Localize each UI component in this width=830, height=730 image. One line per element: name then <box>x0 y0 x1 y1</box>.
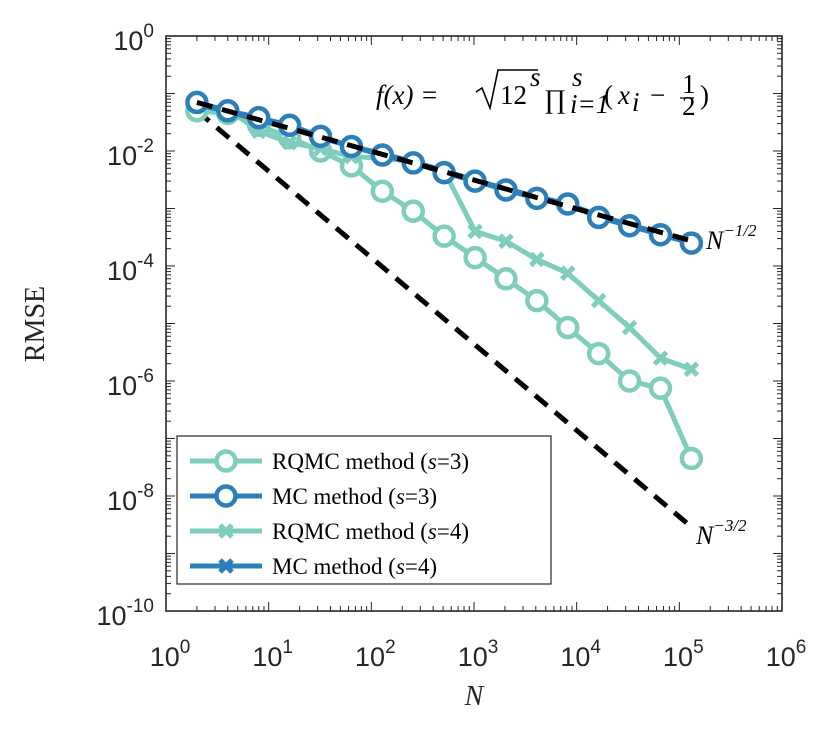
data-point <box>652 350 669 366</box>
formula-annotation: f(x) = 12 s ∏ s i=1 ( x i − 1 2 ) <box>376 62 709 121</box>
svg-text:i: i <box>632 87 640 117</box>
legend-entry: MC method (s=4) <box>190 554 437 579</box>
svg-text:x: x <box>617 80 630 110</box>
ref-label-three-halves: N−3/2 <box>695 516 747 550</box>
x-tick-label: 105 <box>663 637 704 672</box>
ref-label-half: N−1/2 <box>705 221 757 255</box>
data-point <box>432 224 456 248</box>
series-layer <box>185 90 704 471</box>
svg-text:s: s <box>572 62 583 92</box>
svg-text:f(x) =: f(x) = <box>376 80 438 110</box>
svg-text:1: 1 <box>682 69 696 99</box>
tick-labels: 100 101 102 103 104 105 106 100 10-2 10-4 10-6 10-8… <box>96 21 806 672</box>
x-tick-label: 104 <box>560 637 601 672</box>
legend-entry: RQMC method (s=3) <box>190 449 469 474</box>
svg-text:2: 2 <box>682 91 696 121</box>
sqrt-sign <box>475 69 538 111</box>
svg-text:N−3/2: N−3/2 <box>695 516 747 550</box>
svg-text:i=1: i=1 <box>570 89 609 119</box>
legend-label: MC method (s=3) <box>272 484 437 509</box>
data-point <box>370 179 395 203</box>
reference-line-three-halves <box>195 108 694 529</box>
svg-text:−: − <box>650 80 665 110</box>
x-tick-label: 106 <box>766 637 807 672</box>
y-tick-label: 10-2 <box>107 136 154 171</box>
x-tick-label: 100 <box>150 637 191 672</box>
data-point <box>281 134 298 151</box>
data-point <box>683 361 700 378</box>
reference-line-half-overlay <box>196 99 693 244</box>
data-point <box>463 245 487 270</box>
x-tick-label: 102 <box>355 637 396 672</box>
y-tick-label: 10-10 <box>96 596 154 631</box>
data-point <box>498 233 514 249</box>
data-point <box>590 292 607 309</box>
svg-text:(: ( <box>604 80 613 110</box>
data-point <box>494 267 518 291</box>
legend-label: RQMC method (s=3) <box>272 449 469 474</box>
legend-entry: RQMC method (s=4) <box>190 519 469 544</box>
svg-text:∏: ∏ <box>544 84 566 114</box>
data-point <box>679 446 704 471</box>
y-axis-label: RMSE <box>20 286 51 362</box>
y-tick-label: 10-8 <box>107 481 154 516</box>
y-tick-label: 100 <box>113 21 154 56</box>
svg-text:12: 12 <box>500 80 527 110</box>
svg-text:N−1/2: N−1/2 <box>705 221 757 255</box>
data-point <box>617 369 642 393</box>
data-point <box>586 341 611 366</box>
data-point <box>401 199 425 223</box>
x-tick-label: 101 <box>252 637 293 672</box>
data-point <box>525 288 549 313</box>
data-point <box>560 265 576 281</box>
legend-label: MC method (s=4) <box>272 554 437 579</box>
data-point <box>621 319 638 336</box>
svg-text:s: s <box>530 62 541 92</box>
y-tick-label: 10-6 <box>107 366 154 401</box>
y-tick-label: 10-4 <box>107 251 154 286</box>
legend-label: RQMC method (s=4) <box>272 519 469 544</box>
legend-entry: MC method (s=3) <box>190 484 437 509</box>
legend-marker <box>214 449 238 473</box>
x-axis-label: N <box>464 681 485 712</box>
data-point <box>556 315 580 340</box>
legend-marker <box>218 523 234 539</box>
axis-ticks <box>165 35 783 612</box>
legend: RQMC method (s=3) MC method (s=3) RQMC met… <box>176 435 552 585</box>
svg-text:): ) <box>700 80 709 110</box>
legend-marker <box>214 484 238 508</box>
x-tick-label: 103 <box>458 637 499 672</box>
legend-marker <box>218 558 234 574</box>
data-point <box>648 376 673 400</box>
data-point <box>467 223 483 240</box>
data-point <box>529 251 545 268</box>
